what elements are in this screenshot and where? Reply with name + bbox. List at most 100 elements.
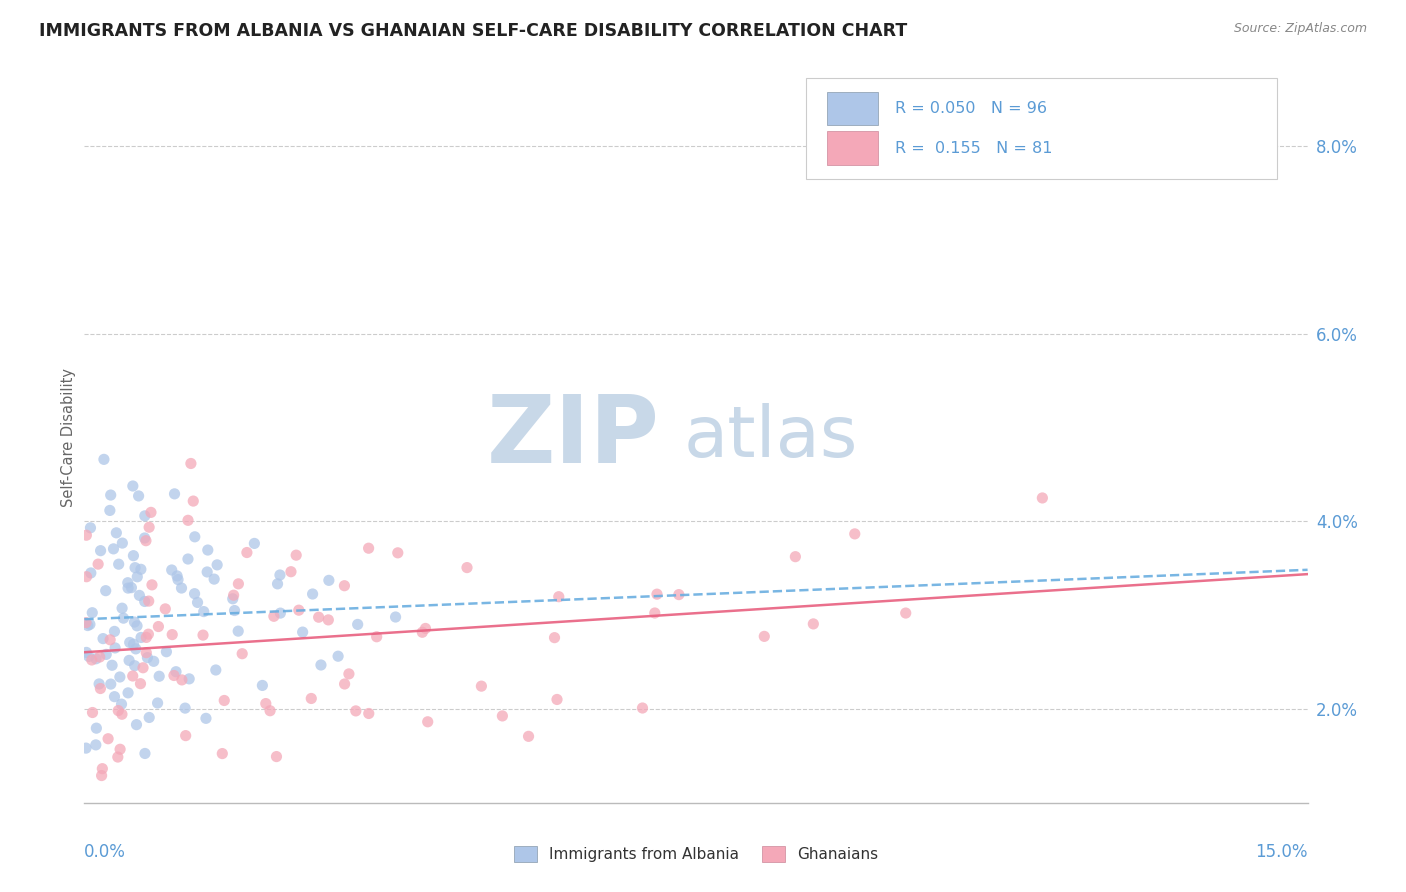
Point <box>108 742 131 756</box>
Point <box>112 611 135 625</box>
Point <box>108 670 131 684</box>
Point <box>263 609 285 624</box>
Point <box>91 632 114 646</box>
Point <box>160 563 183 577</box>
Point <box>546 692 568 706</box>
Point <box>129 562 152 576</box>
Point <box>668 588 690 602</box>
Point <box>100 677 122 691</box>
Point <box>107 557 129 571</box>
Point <box>754 629 776 643</box>
Point <box>166 569 188 583</box>
Point <box>318 574 340 588</box>
Point <box>103 690 125 704</box>
Point <box>86 721 108 735</box>
Text: 0.0%: 0.0% <box>84 843 127 861</box>
Point <box>138 710 160 724</box>
Point <box>76 570 98 584</box>
Point <box>366 630 388 644</box>
Point <box>125 641 148 656</box>
Point <box>309 658 332 673</box>
Point <box>77 649 100 664</box>
Point <box>124 658 146 673</box>
Point <box>101 658 124 673</box>
Point <box>308 610 330 624</box>
Point <box>155 645 177 659</box>
Point <box>269 568 291 582</box>
Point <box>211 747 233 761</box>
Point <box>118 635 141 649</box>
Point <box>231 647 253 661</box>
Text: ZIP: ZIP <box>486 391 659 483</box>
Point <box>134 531 156 545</box>
Point <box>87 677 110 691</box>
Point <box>801 616 824 631</box>
Point <box>170 581 193 595</box>
Point <box>170 673 193 687</box>
Point <box>543 631 565 645</box>
Point <box>165 665 187 679</box>
Point <box>125 717 148 731</box>
Text: R =  0.155   N = 81: R = 0.155 N = 81 <box>896 141 1053 156</box>
Point <box>415 622 437 636</box>
Point <box>103 541 125 556</box>
Point <box>243 536 266 550</box>
Point <box>135 631 157 645</box>
Point <box>194 711 217 725</box>
Point <box>139 505 162 519</box>
Point <box>84 652 107 666</box>
Point <box>134 747 156 761</box>
Point <box>337 666 360 681</box>
Point <box>79 521 101 535</box>
Point <box>195 565 218 579</box>
Point <box>134 594 156 608</box>
Point <box>411 625 433 640</box>
Point <box>141 578 163 592</box>
Point <box>75 741 97 756</box>
Point <box>254 697 277 711</box>
Point <box>844 527 866 541</box>
Point <box>222 588 245 602</box>
Point <box>135 533 157 548</box>
Point <box>163 668 186 682</box>
Point <box>269 606 291 620</box>
FancyBboxPatch shape <box>827 131 879 165</box>
Point <box>121 479 143 493</box>
Point <box>138 627 160 641</box>
Point <box>80 653 103 667</box>
Point <box>326 649 349 664</box>
Point <box>224 603 246 617</box>
Point <box>318 613 340 627</box>
Point <box>181 494 204 508</box>
Text: atlas: atlas <box>683 402 858 472</box>
Point <box>146 696 169 710</box>
Point <box>129 631 152 645</box>
Point <box>79 617 101 632</box>
Point <box>470 679 492 693</box>
Point <box>104 640 127 655</box>
Point <box>135 646 157 660</box>
Point <box>645 587 668 601</box>
Point <box>87 557 110 571</box>
Point <box>128 489 150 503</box>
Point <box>517 729 540 743</box>
Point <box>127 570 149 584</box>
Point <box>111 601 134 615</box>
Text: 15.0%: 15.0% <box>1256 843 1308 861</box>
Point <box>631 701 654 715</box>
Point <box>212 693 235 707</box>
Point <box>226 624 249 639</box>
Point <box>160 627 183 641</box>
Point <box>90 768 112 782</box>
Point <box>120 581 142 595</box>
Point <box>387 546 409 560</box>
Point <box>456 560 478 574</box>
Point <box>357 706 380 721</box>
Point <box>291 625 314 640</box>
Point <box>301 587 323 601</box>
Point <box>177 552 200 566</box>
Point <box>183 587 205 601</box>
Point <box>228 577 250 591</box>
Point <box>205 558 228 572</box>
Point <box>129 676 152 690</box>
